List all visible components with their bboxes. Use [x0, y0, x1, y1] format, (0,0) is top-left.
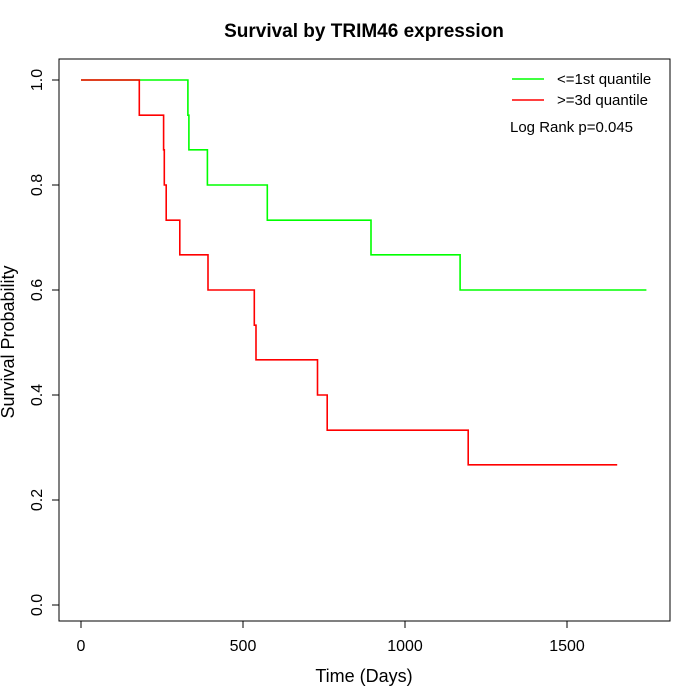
y-tick-label: 0.0 [29, 594, 46, 616]
y-axis-label: Survival Probability [0, 265, 18, 418]
y-tick-label: 0.4 [29, 384, 46, 406]
y-tick-label: 0.6 [29, 279, 46, 301]
series-line-low-quantile [81, 79, 647, 291]
y-tick-label: 0.8 [29, 174, 46, 196]
legend-label: <=1st quantile [557, 71, 651, 88]
chart-title: Survival by TRIM46 expression [224, 21, 504, 42]
series-line-high-quantile [81, 79, 618, 466]
log-rank-annotation: Log Rank p=0.045 [510, 119, 633, 136]
legend: <=1st quantile >=3d quantile [512, 71, 651, 109]
x-axis: 0 500 1000 1500 [77, 620, 585, 655]
x-tick-label: 500 [230, 638, 257, 655]
x-tick-label: 1000 [387, 638, 423, 655]
y-tick-label: 0.2 [29, 489, 46, 511]
x-axis-label: Time (Days) [315, 666, 412, 686]
x-tick-label: 0 [77, 638, 86, 655]
x-tick-label: 1500 [549, 638, 585, 655]
plot-frame [58, 58, 671, 622]
legend-label: >=3d quantile [557, 92, 648, 109]
series-layer [81, 79, 647, 466]
y-axis: 0.0 0.2 0.4 0.6 0.8 1.0 [29, 69, 60, 616]
y-tick-label: 1.0 [29, 69, 46, 91]
